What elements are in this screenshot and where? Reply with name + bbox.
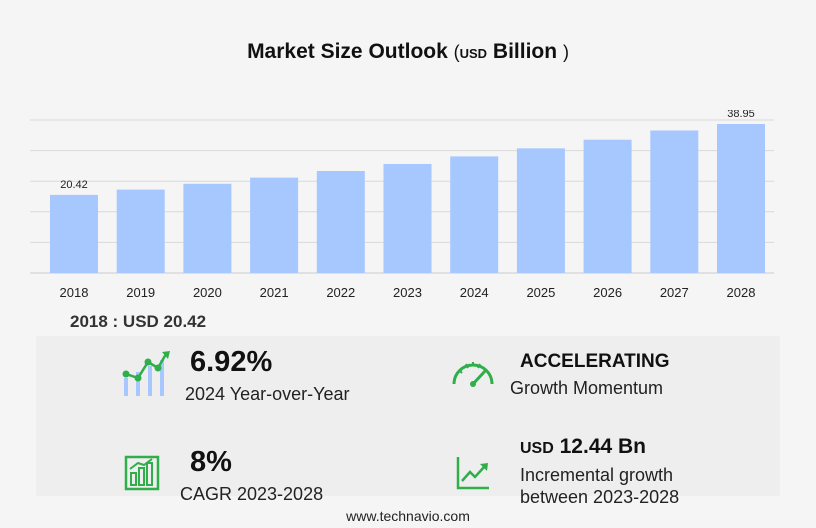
yoy-value: 6.92% <box>190 346 273 378</box>
yoy-label: 2024 Year-over-Year <box>185 384 350 404</box>
cagr-value: 8% <box>190 446 232 478</box>
x-tick-label: 2027 <box>660 285 689 300</box>
data-label: 38.95 <box>727 110 755 120</box>
trend-line-icon <box>456 457 489 490</box>
incremental-value: USD 12.44 Bn <box>520 435 646 459</box>
bar-2022 <box>316 171 365 273</box>
bar-2026 <box>583 139 632 273</box>
bar-growth-icon <box>124 455 160 491</box>
bar-2019 <box>116 189 165 273</box>
bar-2024 <box>450 156 499 273</box>
speedometer-icon <box>452 362 494 387</box>
x-tick-label: 2019 <box>126 285 155 300</box>
bar-2018 <box>50 194 98 273</box>
x-tick-label: 2024 <box>460 285 489 300</box>
growth-chart-icon <box>122 351 170 396</box>
title-unit: USD <box>459 46 488 61</box>
incremental-amount: 12.44 Bn <box>559 435 647 458</box>
x-tick-label: 2018 <box>60 285 89 300</box>
bar-2023 <box>383 163 432 273</box>
incremental-label-line2: between 2023-2028 <box>520 487 680 507</box>
title-unit-word: Billion <box>492 40 558 63</box>
title-paren-open: ( <box>453 42 460 62</box>
x-tick-label: 2020 <box>193 285 222 300</box>
bar-2020 <box>183 183 232 273</box>
x-tick-label: 2025 <box>526 285 555 300</box>
cagr-label: CAGR 2023-2028 <box>180 484 324 504</box>
x-tick-label: 2026 <box>593 285 622 300</box>
x-tick-label: 2021 <box>260 285 289 300</box>
incremental-label-line1: Incremental growth <box>520 465 674 485</box>
data-label: 20.42 <box>60 179 88 191</box>
x-tick-label: 2028 <box>727 285 756 300</box>
bar-2028 <box>717 124 765 273</box>
title-paren-close: ) <box>562 42 569 62</box>
base-year-value: 2018 : USD 20.42 <box>70 312 207 331</box>
incremental-unit: USD <box>520 440 554 457</box>
x-tick-label: 2022 <box>326 285 355 300</box>
bar-2025 <box>516 148 565 273</box>
footer-url: www.technavio.com <box>346 508 470 524</box>
chart-title-text: Market Size Outlook <box>247 40 448 63</box>
bar-2027 <box>650 130 699 273</box>
bar-chart: 2018 20.42 2019 2020 2021 2022 2023 2024 2025 202… <box>30 110 774 300</box>
chart-title: Market Size Outlook (USD Billion ) <box>0 40 816 64</box>
momentum-label: Growth Momentum <box>510 378 664 398</box>
bar-2021 <box>250 177 299 273</box>
x-tick-label: 2023 <box>393 285 422 300</box>
momentum-value: ACCELERATING <box>520 351 670 372</box>
